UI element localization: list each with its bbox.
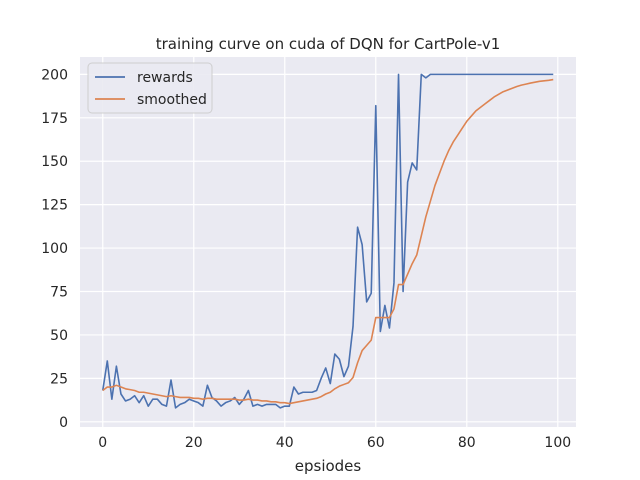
y-tick-label: 175 (41, 111, 68, 127)
chart-title: training curve on cuda of DQN for CartPo… (156, 35, 501, 53)
x-tick-label: 0 (98, 435, 107, 451)
y-tick-label: 0 (59, 415, 68, 431)
legend-label-smoothed: smoothed (137, 92, 207, 108)
plot-background (80, 57, 576, 427)
legend-box (87, 62, 213, 114)
y-tick-label: 25 (50, 371, 68, 387)
series-line-rewards (101, 73, 554, 409)
series-line-smoothed (102, 78, 554, 405)
x-tick-label: 60 (367, 435, 385, 451)
y-tick-label: 150 (41, 154, 68, 170)
y-tick-label: 50 (50, 328, 68, 344)
grid (80, 57, 576, 427)
x-tick-labels: 0 20 40 60 80 100 (98, 435, 571, 451)
x-tick-label: 20 (185, 435, 203, 451)
y-tick-label: 75 (50, 285, 68, 301)
y-tick-labels: 0 25 50 75 100 125 150 175 200 (41, 67, 68, 430)
x-tick-label: 80 (458, 435, 476, 451)
y-tick-label: 200 (41, 67, 68, 83)
y-tick-label: 125 (41, 198, 68, 214)
legend-label-rewards: rewards (137, 70, 193, 86)
x-axis-label: epsiodes (295, 457, 362, 475)
y-tick-label: 100 (41, 241, 68, 257)
x-tick-label: 100 (544, 435, 571, 451)
x-tick-label: 40 (276, 435, 294, 451)
series-lines (101, 73, 554, 409)
legend: rewards smoothed (87, 62, 213, 114)
